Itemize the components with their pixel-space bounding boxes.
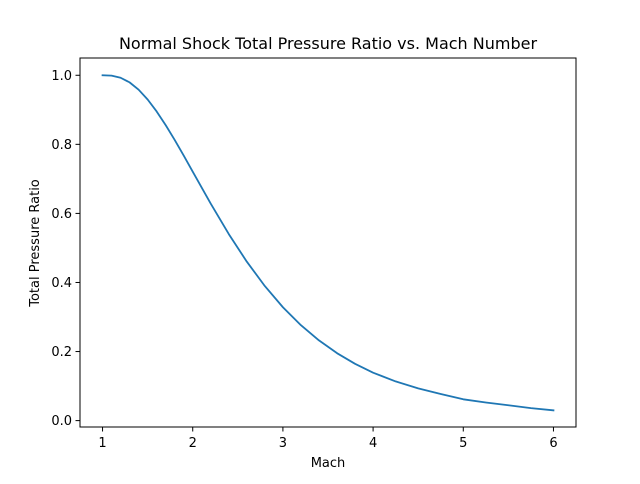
x-tick-label: 1: [98, 436, 106, 451]
series-line-0: [101, 74, 555, 412]
axes-layer: 1 2 3 4 5 6 0.0 0.2 0.4 0.6 0.8 1.0: [51, 57, 577, 451]
axes-frame: [79, 57, 577, 428]
x-tick-label: 2: [189, 436, 197, 451]
chart-title: Normal Shock Total Pressure Ratio vs. Ma…: [119, 34, 538, 53]
x-tick-label: 6: [549, 436, 557, 451]
y-tick-label: 0.0: [51, 414, 72, 429]
y-tick-label: 0.2: [51, 345, 72, 360]
x-tick-label: 3: [279, 436, 287, 451]
y-tick-label: 0.6: [51, 207, 72, 222]
y-tick-label: 0.8: [51, 138, 72, 153]
x-tick-label: 4: [369, 436, 377, 451]
y-tick-label: 0.4: [51, 276, 72, 291]
x-tick-label: 5: [459, 436, 467, 451]
y-tick-label: 1.0: [51, 69, 72, 84]
y-axis-label: Total Pressure Ratio: [28, 179, 43, 308]
series-layer: [101, 74, 555, 412]
x-axis-label: Mach: [311, 456, 346, 471]
